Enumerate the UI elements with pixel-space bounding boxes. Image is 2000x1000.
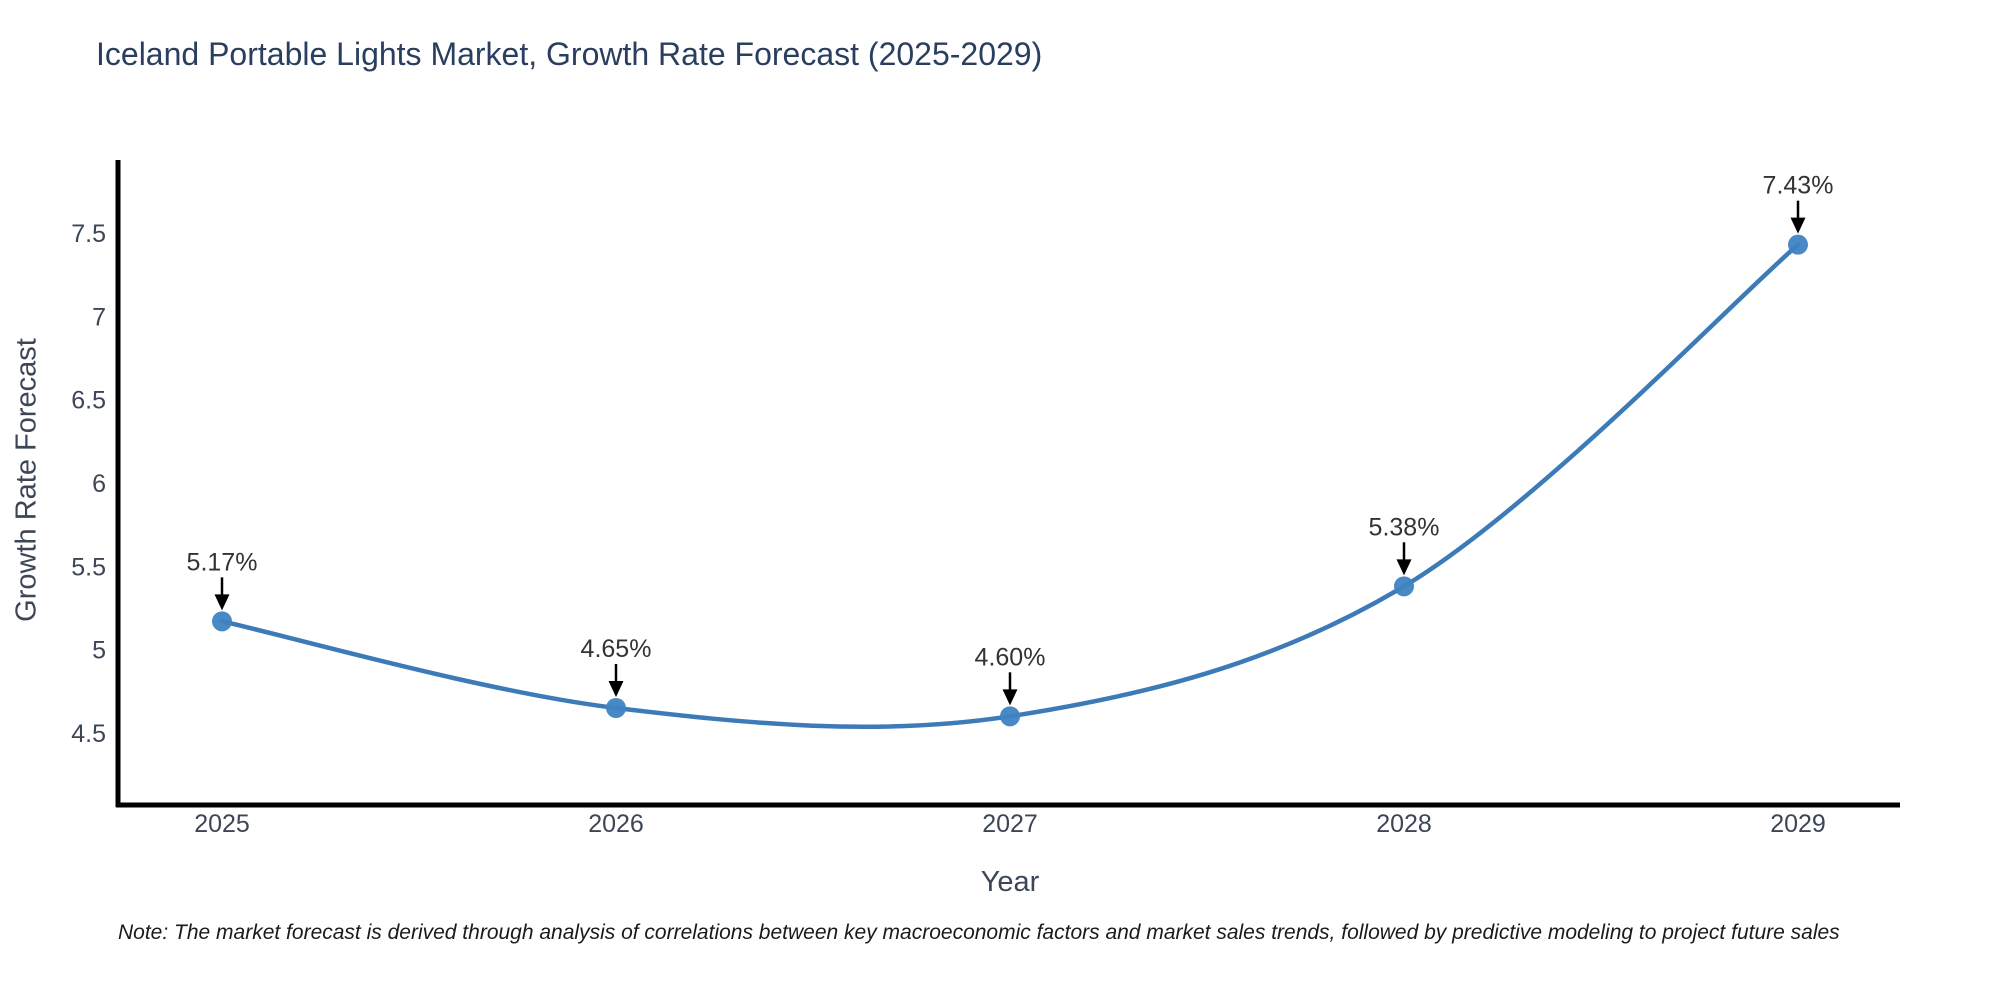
y-tick-label: 7 — [92, 303, 106, 331]
annotation-arrowhead — [1790, 217, 1806, 234]
y-tick-label: 5 — [92, 637, 106, 665]
data-point-marker-2029[interactable] — [1788, 234, 1808, 255]
y-tick-label: 6.5 — [71, 387, 106, 415]
chart-title: Iceland Portable Lights Market, Growth R… — [96, 36, 1043, 72]
annotation-label: 5.17% — [187, 548, 258, 576]
annotation-label: 7.43% — [1763, 172, 1834, 200]
footnote: Note: The market forecast is derived thr… — [118, 921, 1840, 944]
annotation-arrowhead — [214, 594, 230, 611]
data-point-marker-2025[interactable] — [212, 611, 232, 632]
x-tick-label: 2025 — [194, 810, 250, 838]
x-tick-label: 2027 — [982, 810, 1038, 838]
annotation-arrowhead — [1002, 689, 1018, 706]
data-point-marker-2028[interactable] — [1394, 576, 1414, 597]
y-axis-title: Growth Rate Forecast — [10, 338, 43, 622]
y-tick-label: 4.5 — [71, 720, 106, 748]
y-tick-label: 5.5 — [71, 553, 106, 581]
y-tick-label: 7.5 — [71, 220, 106, 248]
x-tick-label: 2026 — [588, 810, 644, 838]
data-point-marker-2026[interactable] — [606, 697, 626, 718]
x-tick-label: 2028 — [1376, 810, 1432, 838]
data-point-marker-2027[interactable] — [1000, 706, 1020, 727]
annotation-label: 4.65% — [581, 635, 652, 663]
y-tick-label: 6 — [92, 470, 106, 498]
annotation-label: 5.38% — [1369, 513, 1440, 541]
x-axis-title: Year — [980, 866, 1040, 898]
annotation-arrowhead — [608, 680, 624, 697]
annotation-arrowhead — [1396, 559, 1412, 576]
annotation-label: 4.60% — [975, 643, 1046, 671]
x-tick-label: 2029 — [1770, 810, 1826, 838]
